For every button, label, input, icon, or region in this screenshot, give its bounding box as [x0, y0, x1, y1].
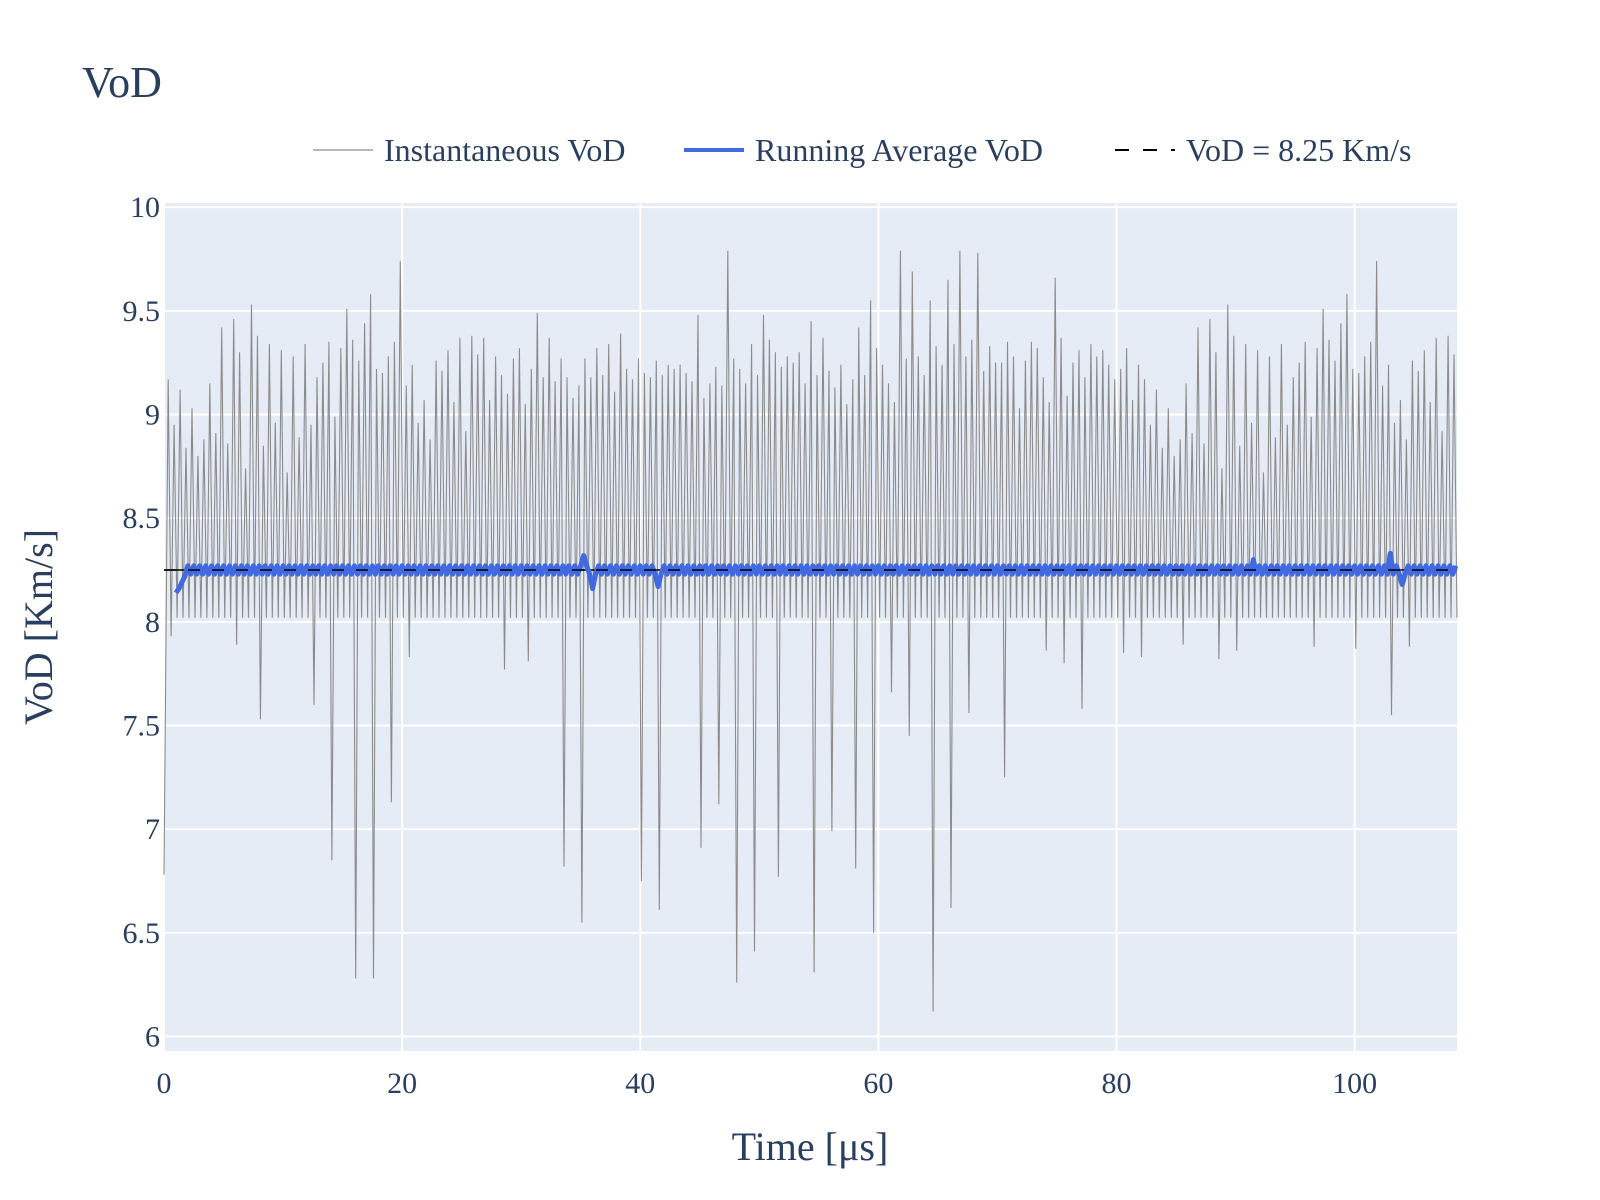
- x-tick-label: 60: [863, 1067, 893, 1100]
- legend-label-reference: VoD = 8.25 Km/s: [1186, 132, 1411, 168]
- legend-label-running-average: Running Average VoD: [755, 132, 1043, 168]
- y-tick-label: 6.5: [123, 917, 161, 950]
- x-tick-label: 40: [625, 1067, 655, 1100]
- y-tick-label: 7: [145, 813, 160, 846]
- x-tick-label: 100: [1332, 1067, 1377, 1100]
- tick-labels: 0 20 40 60 80 100 6 6.5 7 7.5 8 8.5 9 9.5 10: [123, 191, 1378, 1100]
- y-tick-label: 10: [130, 191, 160, 224]
- x-tick-label: 20: [387, 1067, 417, 1100]
- y-tick-label: 6: [145, 1020, 160, 1053]
- series-running-average-vod: [173, 550, 1459, 595]
- x-tick-label: 0: [157, 1067, 172, 1100]
- legend-label-instantaneous: Instantaneous VoD: [384, 132, 625, 168]
- legend: Instantaneous VoD Running Average VoD Vo…: [313, 132, 1411, 168]
- y-tick-label: 8.5: [123, 502, 161, 535]
- chart-title: VoD: [82, 58, 162, 107]
- y-tick-label: 9: [145, 398, 160, 431]
- x-axis-title: Time [μs]: [732, 1124, 889, 1169]
- series-instantaneous-vod: [163, 250, 1458, 1012]
- y-tick-label: 9.5: [123, 295, 161, 328]
- series-layer: [163, 250, 1459, 1012]
- y-axis-title: VoD [Km/s]: [16, 529, 61, 725]
- y-tick-label: 7.5: [123, 709, 161, 742]
- y-tick-label: 8: [145, 606, 160, 639]
- x-tick-label: 80: [1101, 1067, 1131, 1100]
